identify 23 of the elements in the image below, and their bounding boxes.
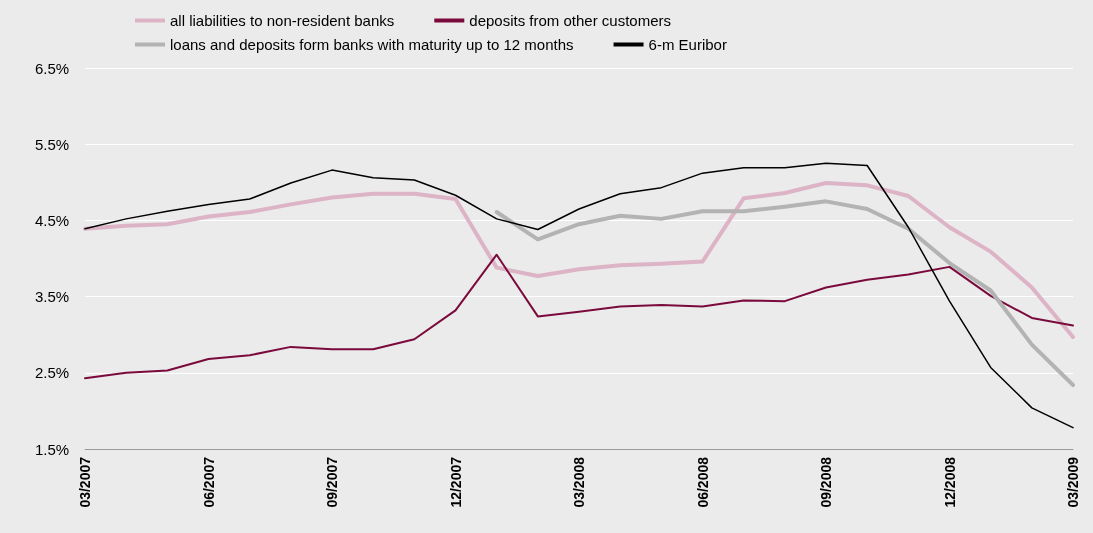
y-tick-label: 1.5% bbox=[35, 440, 70, 458]
legend-label: all liabilities to non-resident banks bbox=[170, 12, 395, 29]
line-series bbox=[84, 253, 1074, 380]
x-tick-label: 06/2008 bbox=[694, 456, 711, 508]
y-tick-label: 4.5% bbox=[35, 211, 70, 229]
y-tick-label: 3.5% bbox=[35, 288, 70, 306]
x-tick-label: 12/2007 bbox=[447, 456, 464, 508]
legend-label: loans and deposits form banks with maturity up to 12 months bbox=[170, 36, 574, 53]
line-series bbox=[494, 199, 1075, 387]
x-tick-label: 06/2007 bbox=[200, 456, 217, 508]
x-tick-label: 03/2009 bbox=[1065, 456, 1081, 508]
x-tick-label: 09/2007 bbox=[324, 456, 340, 508]
x-tick-label: 09/2008 bbox=[818, 456, 834, 508]
legend-label: deposits from other customers bbox=[469, 12, 672, 29]
x-tick-label: 03/2007 bbox=[77, 456, 93, 508]
x-tick-label: 12/2008 bbox=[941, 456, 958, 508]
line-series bbox=[83, 181, 1075, 339]
y-tick-label: 2.5% bbox=[35, 364, 70, 382]
legend-label: 6-m Euribor bbox=[648, 36, 727, 53]
x-tick-label: 03/2008 bbox=[571, 456, 587, 508]
y-tick-label: 5.5% bbox=[35, 135, 70, 153]
y-tick-label: 6.5% bbox=[35, 59, 70, 77]
line-series bbox=[84, 162, 1074, 429]
